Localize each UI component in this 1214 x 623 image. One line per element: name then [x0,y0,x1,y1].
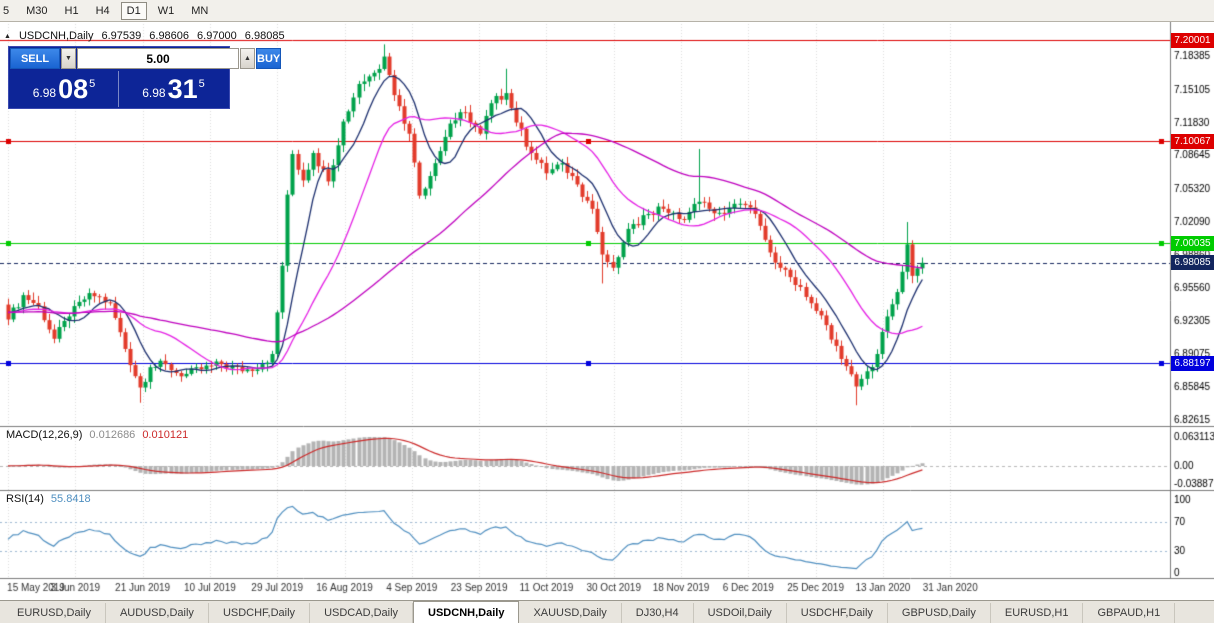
buy-price-big-digits: 31 [167,73,198,104]
tab-dj30-h4[interactable]: DJ30,H4 [622,603,694,623]
price-level-badge[interactable]: 7.20001 [1171,32,1214,48]
tab-eurusd-h1[interactable]: EURUSD,H1 [991,603,1084,623]
tab-usdcad-daily[interactable]: USDCAD,Daily [310,603,414,623]
current-price-badge: 6.98085 [1171,255,1214,271]
price-level-badge[interactable]: 7.10067 [1171,133,1214,149]
sell-price-pip: 5 [89,78,96,90]
sell-price-base: 6.98 [32,86,57,100]
macd-value: 0.012686 [89,429,136,441]
buy-button[interactable]: BUY [256,48,282,69]
sell-price-big-digits: 08 [58,73,89,104]
buy-price-base: 6.98 [142,86,166,100]
chart-marker-icon: ▲ [4,32,11,40]
macd-name: MACD(12,26,9) [6,429,83,441]
sell-price-display[interactable]: 6.98 08 5 [10,71,119,107]
macd-signal-value: 0.010121 [142,429,189,441]
tab-usdcnh-daily[interactable]: USDCNH,Daily [413,601,520,623]
tab-usdchf-daily[interactable]: USDCHF,Daily [209,603,311,623]
ohlc-open: 6.97539 [101,30,142,42]
chart-ohlc-bar: ▲ USDCNH,Daily 6.97539 6.98606 6.97000 6… [4,30,285,42]
timeframe-mn[interactable]: MN [185,2,214,20]
tab-audusd-daily[interactable]: AUDUSD,Daily [106,603,209,623]
tab-usdoil-daily[interactable]: USDOil,Daily [694,603,787,623]
rsi-name: RSI(14) [6,493,44,505]
rsi-value: 55.8418 [50,493,91,505]
tab-usdchf-daily[interactable]: USDCHF,Daily [787,603,888,623]
sell-button[interactable]: SELL [10,48,60,69]
ohlc-low: 6.97000 [197,30,237,42]
macd-indicator-label: MACD(12,26,9) 0.012686 0.010121 [6,429,188,441]
chart-tab-bar: EURUSD,Daily AUDUSD,Daily USDCHF,Daily USDC… [0,600,1214,623]
tab-gbpaud-h1[interactable]: GBPAUD,H1 [1083,603,1176,623]
volume-increase-button[interactable]: ▲ [240,48,255,69]
price-chart-canvas[interactable] [0,22,1214,600]
timeframe-toolbar: 5 M30 H1 H4 D1 W1 MN [0,0,1214,22]
one-click-trading-panel: SELL ▼ ▲ BUY 6.98 08 5 6.98 31 5 [8,46,282,109]
timeframe-5[interactable]: 5 [0,2,15,20]
timeframe-w1[interactable]: W1 [152,2,181,20]
timeframe-h4[interactable]: H4 [90,2,116,20]
buy-price-pip: 5 [198,78,205,90]
ohlc-high: 6.98606 [149,30,190,42]
timeframe-d1[interactable]: D1 [120,1,147,20]
timeframe-m30[interactable]: M30 [20,2,53,20]
tab-xauusd-daily[interactable]: XAUUSD,Daily [519,603,622,623]
ohlc-close: 6.98085 [244,30,285,42]
volume-decrease-button[interactable]: ▼ [61,48,76,69]
timeframe-h1[interactable]: H1 [59,2,85,20]
price-level-badge[interactable]: 6.88197 [1171,355,1214,371]
tab-gbpusd-daily[interactable]: GBPUSD,Daily [888,603,991,623]
chart-symbol-title: USDCNH,Daily [18,30,94,42]
buy-price-display[interactable]: 6.98 31 5 [119,71,228,107]
volume-input[interactable] [77,48,239,69]
chart-area: ▲ USDCNH,Daily 6.97539 6.98606 6.97000 6… [0,22,1214,600]
tab-eurusd-daily[interactable]: EURUSD,Daily [3,603,106,623]
rsi-indicator-label: RSI(14) 55.8418 [6,493,91,505]
price-level-badge[interactable]: 7.00035 [1171,235,1214,251]
